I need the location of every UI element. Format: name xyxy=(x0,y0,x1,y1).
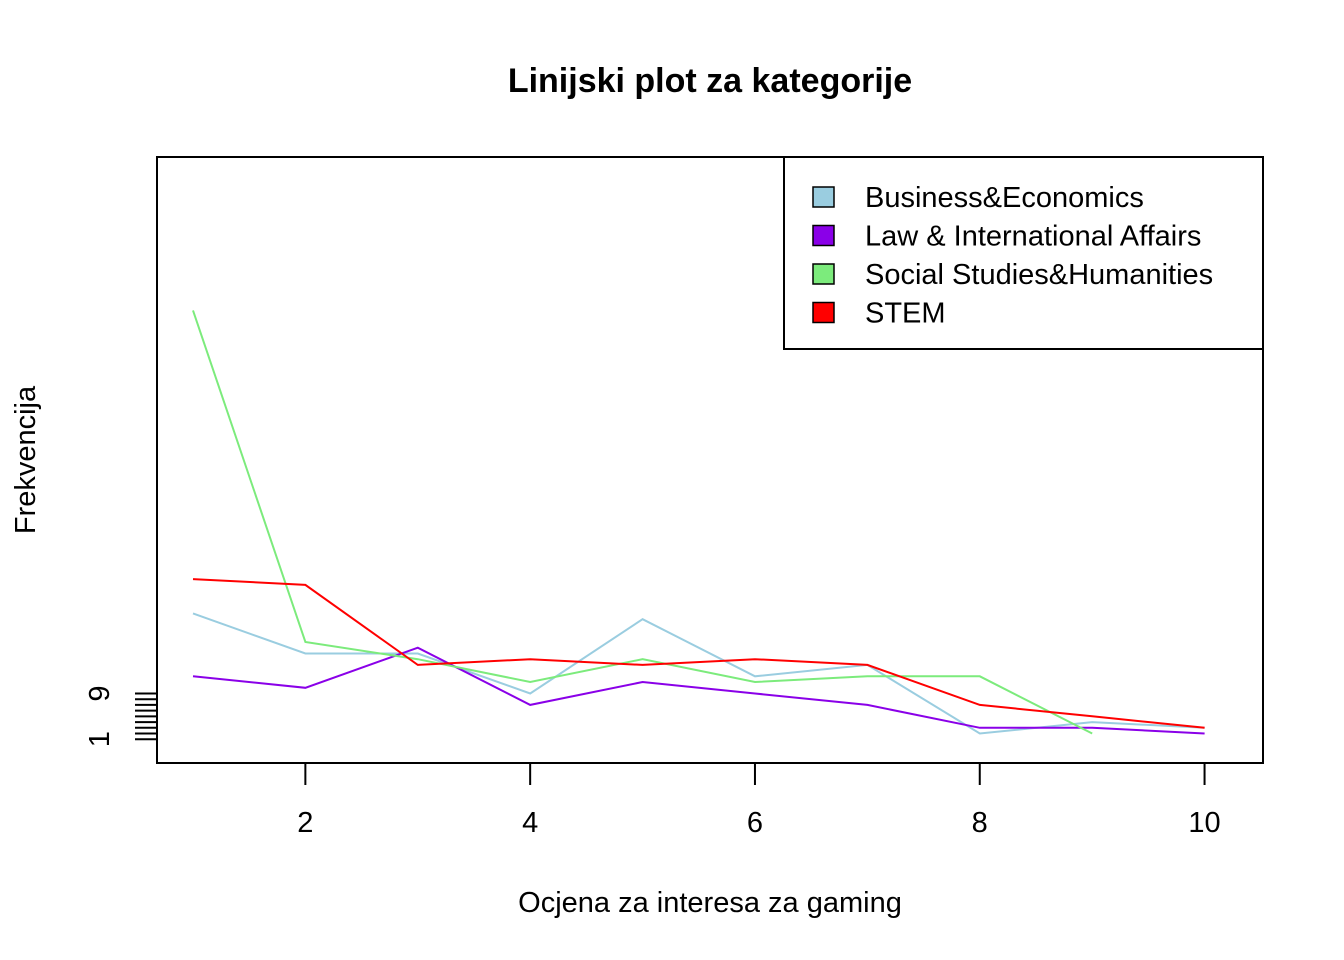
legend: Business&Economics Law & International Af… xyxy=(783,156,1264,350)
legend-box xyxy=(783,156,1264,350)
legend-swatch-3 xyxy=(812,301,835,324)
series-line-1 xyxy=(192,646,1205,735)
y-tick-label-1: 1 xyxy=(84,731,116,747)
legend-swatch-2 xyxy=(812,263,835,285)
plot-frame xyxy=(156,156,1264,764)
y-tick-label-9: 9 xyxy=(84,685,116,701)
x-tick-label-8: 8 xyxy=(972,807,988,839)
legend-swatch-1 xyxy=(812,224,835,247)
legend-items: Business&Economics Law & International Af… xyxy=(812,182,1213,330)
legend-label-0: Business&Economics xyxy=(865,182,1144,214)
series-line-3 xyxy=(192,578,1205,729)
series-layer xyxy=(192,310,1205,735)
y-axis-label: Frekvencija xyxy=(10,385,42,534)
x-tick-label-2: 2 xyxy=(297,807,313,839)
x-axis-label: Ocjena za interesa za gaming xyxy=(518,887,902,919)
legend-label-1: Law & International Affairs xyxy=(865,221,1201,253)
legend-label-2: Social Studies&Humanities xyxy=(865,259,1213,291)
x-tick-label-6: 6 xyxy=(747,807,763,839)
x-tick-label-4: 4 xyxy=(522,807,538,839)
series-line-2 xyxy=(192,310,1093,735)
legend-swatch-0 xyxy=(812,186,835,208)
x-tick-label-10: 10 xyxy=(1188,807,1220,839)
chart-title: Linijski plot za kategorije xyxy=(508,62,912,100)
legend-label-3: STEM xyxy=(865,298,946,330)
